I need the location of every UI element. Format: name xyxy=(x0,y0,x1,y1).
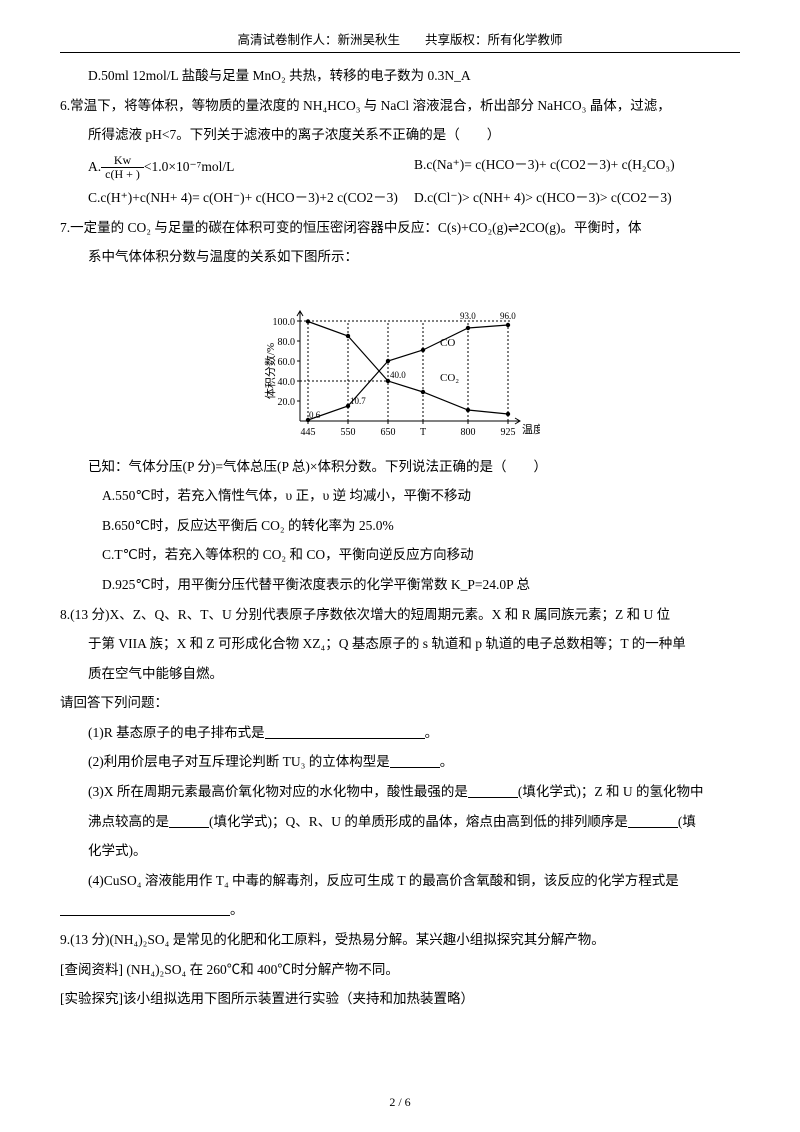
q8-stem-2: 于第 VIIA 族；X 和 Z 可形成化合物 XZ₄；Q 基态原子的 s 轨道和… xyxy=(60,633,740,655)
q8-p1-end: 。 xyxy=(425,725,439,740)
svg-text:0.6: 0.6 xyxy=(309,410,321,420)
q8-ask: 请回答下列问题： xyxy=(60,692,740,714)
blank xyxy=(169,813,209,828)
q8-p3b: (填化学式)；Z 和 U 的氢化物中 xyxy=(518,784,704,799)
q7-known: 已知：气体分压(P 分)=气体总压(P 总)×体积分数。下列说法正确的是（ ） xyxy=(60,456,740,478)
q8-p1-text: (1)R 基态原子的电子排布式是 xyxy=(88,725,265,740)
q8-p2-end: 。 xyxy=(440,754,454,769)
q6-a-pre: A. xyxy=(88,159,101,174)
svg-text:体积分数/%: 体积分数/% xyxy=(263,343,277,399)
q8-p2-text: (2)利用价层电子对互斥理论判断 TU₃ 的立体构型是 xyxy=(88,754,390,769)
q8-p3a: (3)X 所在周期元素最高价氧化物对应的水化物中，酸性最强的是 xyxy=(88,784,468,799)
q8-p3d: (填化学式)；Q、R、U 的单质形成的晶体，熔点由高到低的排列顺序是 xyxy=(209,814,628,829)
q6-a-post: <1.0×10⁻⁷mol/L xyxy=(144,159,234,174)
q7-option-a: A.550℃时，若充入惰性气体，υ 正，υ 逆 均减小，平衡不移动 xyxy=(60,485,740,507)
q8-p1: (1)R 基态原子的电子排布式是 。 xyxy=(60,722,740,744)
svg-text:550: 550 xyxy=(341,427,356,438)
frac-num: Kw xyxy=(101,154,144,168)
q8-p3c: 沸点较高的是 xyxy=(88,814,169,829)
svg-text:CO₂: CO₂ xyxy=(440,372,459,384)
svg-text:60.0: 60.0 xyxy=(278,357,296,368)
svg-text:80.0: 80.0 xyxy=(278,337,296,348)
q6-stem-1: 6.常温下，将等体积，等物质的量浓度的 NH₄HCO₃ 与 NaCl 溶液混合，… xyxy=(60,95,740,117)
blank xyxy=(628,813,678,828)
q8-p4-line1: (4)CuSO₄ 溶液能用作 T₄ 中毒的解毒剂，反应可生成 T 的最高价含氧酸… xyxy=(60,870,740,892)
frac-den: c(H + ) xyxy=(101,168,144,181)
q9-experiment: [实验探究]该小组拟选用下图所示装置进行实验（夹持和加热装置略） xyxy=(60,988,740,1010)
chart-svg: 体积分数/% 温度/℃ 20.0 40.0 60.0 80.0 100.0 445 550 650… xyxy=(260,276,540,441)
q8-p4b: 。 xyxy=(230,902,244,917)
q7-chart: 体积分数/% 温度/℃ 20.0 40.0 60.0 80.0 100.0 445 550 650… xyxy=(60,276,740,448)
q7-stem-2: 系中气体体积分数与温度的关系如下图所示： xyxy=(60,246,740,268)
q7-option-c: C.T℃时，若充入等体积的 CO₂ 和 CO，平衡向逆反应方向移动 xyxy=(60,544,740,566)
svg-text:650: 650 xyxy=(381,427,396,438)
blank xyxy=(60,901,230,916)
svg-text:CO: CO xyxy=(440,337,455,349)
svg-text:96.0: 96.0 xyxy=(500,311,516,321)
svg-text:445: 445 xyxy=(301,427,316,438)
q8-stem-3: 质在空气中能够自燃。 xyxy=(60,663,740,685)
q9-reference: [查阅资料] (NH₄)₂SO₄ 在 260℃和 400℃时分解产物不同。 xyxy=(60,959,740,981)
svg-text:93.0: 93.0 xyxy=(460,311,476,321)
q8-p3-line3: 化学式)。 xyxy=(60,840,740,862)
svg-text:925: 925 xyxy=(501,427,516,438)
svg-text:温度/℃: 温度/℃ xyxy=(522,422,540,436)
q8-p2: (2)利用价层电子对互斥理论判断 TU₃ 的立体构型是 。 xyxy=(60,751,740,773)
q8-p3-line2: 沸点较高的是 (填化学式)；Q、R、U 的单质形成的晶体，熔点由高到低的排列顺序是… xyxy=(60,811,740,833)
q8-p4-line2: 。 xyxy=(60,899,740,921)
q6-option-d: D.c(Cl⁻)> c(NH+ 4)> c(HCO－3)> c(CO2－3) xyxy=(414,187,740,209)
q9-stem: 9.(13 分)(NH₄)₂SO₄ 是常见的化肥和化工原料，受热易分解。某兴趣小… xyxy=(60,929,740,951)
q5-option-d: D.50ml 12mol/L 盐酸与足量 MnO₂ 共热，转移的电子数为 0.3… xyxy=(60,65,740,87)
svg-text:10.7: 10.7 xyxy=(350,396,366,406)
svg-text:100.0: 100.0 xyxy=(273,317,296,328)
blank xyxy=(468,783,518,798)
q6-stem-2: 所得滤液 pH<7。下列关于滤液中的离子浓度关系不正确的是（ ） xyxy=(60,124,740,146)
page-footer: 2 / 6 xyxy=(0,1093,800,1112)
q7-option-b: B.650℃时，反应达平衡后 CO₂ 的转化率为 25.0% xyxy=(60,515,740,537)
blank xyxy=(390,753,440,768)
q8-p3e: (填 xyxy=(678,814,696,829)
svg-text:T: T xyxy=(420,427,426,438)
svg-text:20.0: 20.0 xyxy=(278,397,296,408)
svg-text:40.0: 40.0 xyxy=(390,370,406,380)
q6-option-c: C.c(H⁺)+c(NH+ 4)= c(OH⁻)+ c(HCO－3)+2 c(C… xyxy=(88,187,414,209)
q7-option-d: D.925℃时，用平衡分压代替平衡浓度表示的化学平衡常数 K_P=24.0P 总 xyxy=(60,574,740,596)
page-header: 高清试卷制作人：新洲吴秋生 共享版权：所有化学教师 xyxy=(60,30,740,53)
svg-text:40.0: 40.0 xyxy=(278,377,296,388)
q8-p3-line1: (3)X 所在周期元素最高价氧化物对应的水化物中，酸性最强的是 (填化学式)；Z … xyxy=(60,781,740,803)
fraction: Kwc(H + ) xyxy=(101,154,144,181)
q7-stem-1: 7.一定量的 CO₂ 与足量的碳在体积可变的恒压密闭容器中反应：C(s)+CO₂… xyxy=(60,217,740,239)
q8-stem-1: 8.(13 分)X、Z、Q、R、T、U 分别代表原子序数依次增大的短周期元素。X… xyxy=(60,604,740,626)
svg-text:800: 800 xyxy=(461,427,476,438)
q6-option-a: A.Kwc(H + )<1.0×10⁻⁷mol/L xyxy=(88,154,414,181)
blank xyxy=(265,724,425,739)
q6-option-b: B.c(Na⁺)= c(HCO－3)+ c(CO2－3)+ c(H₂CO₃) xyxy=(414,154,740,181)
